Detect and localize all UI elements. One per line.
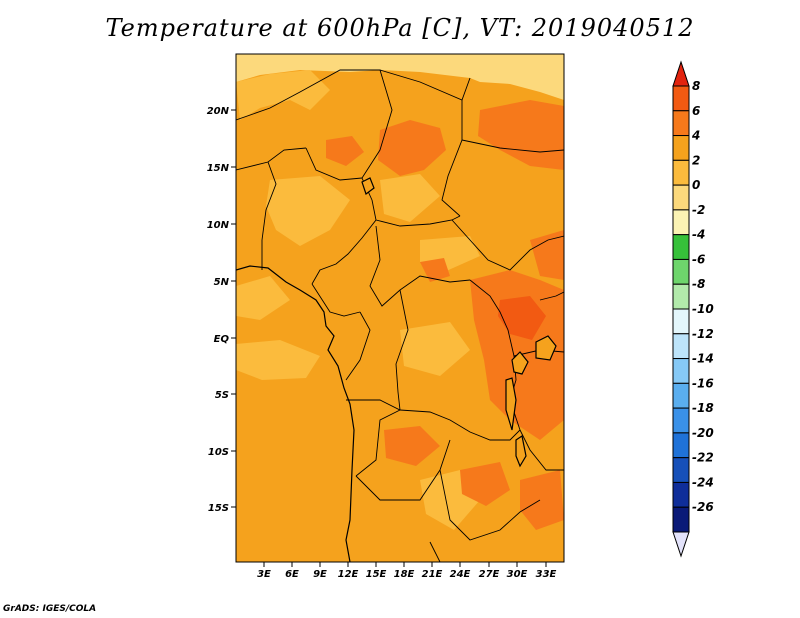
colorbar-swatch: [672, 159, 690, 186]
colorbar-label: 2: [692, 153, 700, 167]
colorbar-label: -10: [692, 302, 714, 316]
field-warm-2: [326, 136, 364, 166]
field-cool-north: [236, 54, 470, 82]
map-title: Temperature at 600hPa [C], VT: 201904051…: [105, 14, 695, 42]
colorbar-label: 6: [692, 104, 700, 118]
colorbar-swatch: [672, 481, 690, 508]
colorbar-bottom-triangle: [672, 531, 690, 558]
lat-label: 20N: [207, 106, 230, 117]
field-patch-5: [236, 340, 320, 380]
lon-label: 21E: [422, 569, 443, 580]
field-warm-9: [420, 258, 450, 282]
field-patch-1: [236, 70, 330, 120]
colorbar-top-triangle: [672, 60, 690, 87]
colorbar-label: -4: [692, 228, 705, 242]
latitude-axis: 20N 15N 10N 5N EQ 5S 10S 15S: [207, 106, 236, 514]
colorbar-label: -26: [692, 500, 714, 514]
colorbar-swatch: [672, 184, 690, 211]
coastline: [236, 265, 355, 562]
temperature-field: [236, 54, 564, 562]
colorbar-label: -2: [692, 203, 705, 217]
colorbar-swatch: [672, 506, 690, 533]
lon-label: 18E: [394, 569, 415, 580]
field-patch-7: [236, 276, 290, 320]
field-warm-8: [520, 470, 564, 530]
lon-label: 24E: [450, 569, 471, 580]
lon-label: 15E: [366, 569, 387, 580]
field-warm-7: [460, 462, 510, 506]
lat-label: EQ: [214, 334, 230, 345]
field-patch-2: [266, 176, 350, 246]
colorbar-label: -12: [692, 327, 714, 341]
colorbar-label: -6: [692, 252, 705, 266]
colorbar-swatch: [672, 308, 690, 335]
colorbar-swatch: [672, 85, 690, 112]
grads-credit: GrADS: IGES/COLA: [3, 604, 97, 614]
colorbar-label: -20: [692, 426, 714, 440]
lat-label: 15N: [207, 163, 230, 174]
colorbar-swatch: [672, 234, 690, 260]
colorbar-swatch: [672, 432, 690, 459]
lon-label: 30E: [507, 569, 528, 580]
field-warm-6: [384, 426, 440, 466]
lon-label: 33E: [536, 569, 557, 580]
colorbar-label: -8: [692, 277, 705, 291]
colorbar-label: -14: [692, 352, 714, 366]
colorbar-swatch: [672, 407, 690, 434]
map-frame: [235, 53, 565, 563]
field-warm-5: [530, 230, 564, 280]
lat-label: 5S: [215, 390, 229, 401]
field-warm-3: [478, 100, 564, 170]
colorbar-swatch: [672, 283, 690, 310]
colorbar-swatch: [672, 209, 690, 236]
lakes: [361, 177, 557, 468]
colorbar-label: 8: [692, 79, 700, 93]
colorbar-label: -24: [692, 475, 714, 489]
colorbar: 8 6 4 2 0 -2 -4 -6 -8 -10 -12 -14 -16 -18 -20 -22 -24 -26: [672, 60, 714, 558]
colorbar-swatch: [672, 358, 690, 384]
lon-label: 12E: [338, 569, 359, 580]
lat-label: 5N: [214, 277, 230, 288]
field-cool-northeast: [470, 54, 564, 100]
lon-label: 3E: [257, 569, 271, 580]
colorbar-swatch: [672, 258, 690, 285]
lon-label: 27E: [479, 569, 500, 580]
lat-label: 10N: [207, 220, 230, 231]
longitude-axis: 3E 6E 9E 12E 15E 18E 21E 24E 27E 30E 33E: [257, 562, 557, 580]
field-warm-1: [378, 120, 446, 176]
lat-label: 10S: [208, 447, 229, 458]
colorbar-swatch: [672, 382, 690, 409]
colorbar-label: 0: [692, 178, 700, 192]
country-borders: [236, 69, 564, 562]
lon-label: 6E: [285, 569, 299, 580]
colorbar-label: -22: [692, 451, 714, 465]
colorbar-label: -16: [692, 376, 714, 390]
field-hot-1: [498, 296, 546, 340]
colorbar-label: -18: [692, 401, 714, 415]
field-patch-3: [380, 174, 440, 222]
colorbar-swatch: [672, 457, 690, 483]
field-patch-6: [400, 322, 470, 376]
colorbar-swatch: [672, 110, 690, 137]
colorbar-swatch: [672, 333, 690, 360]
colorbar-label: 4: [691, 129, 700, 143]
lat-label: 15S: [208, 503, 229, 514]
colorbar-swatch: [672, 135, 690, 161]
lon-label: 9E: [313, 569, 327, 580]
